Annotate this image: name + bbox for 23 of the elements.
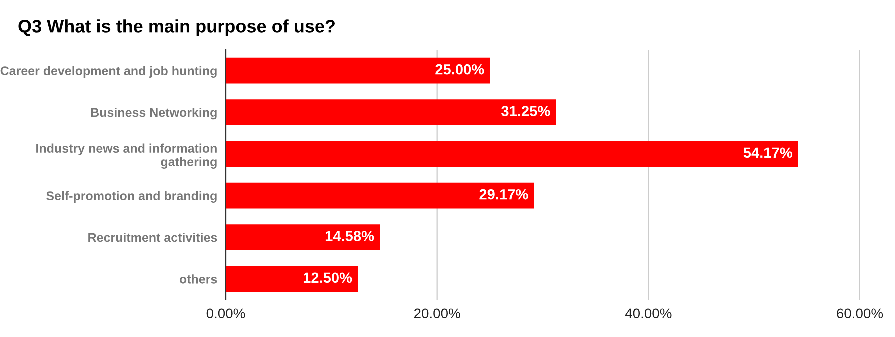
x-tick-label: 60.00% (837, 308, 884, 319)
x-tick-label: 20.00% (414, 308, 460, 319)
y-tick-label: Industry news and information gathering (36, 144, 217, 169)
bar (226, 58, 490, 84)
data-label: 25.00% (436, 64, 484, 75)
x-tick-label: 40.00% (625, 308, 672, 319)
data-label: 14.58% (326, 231, 374, 242)
data-label: 54.17% (744, 148, 792, 158)
y-tick-label: Self-promotion and branding (46, 191, 217, 204)
bar (226, 266, 358, 292)
bar (226, 182, 534, 209)
bar (226, 224, 380, 250)
chart-title: Q3 What is the main purpose of use? (18, 20, 335, 36)
y-tick-label: others (180, 274, 218, 284)
bar (226, 100, 556, 126)
x-tick-label: 0.00% (206, 308, 246, 319)
y-tick-label: Career development and job hunting (0, 66, 217, 78)
bar (226, 141, 798, 168)
data-label: 29.17% (480, 189, 528, 200)
data-label: 31.25% (502, 106, 550, 116)
y-tick-label: Recruitment activities (88, 232, 218, 242)
data-label: 12.50% (304, 272, 352, 284)
y-tick-label: Business Networking (91, 108, 217, 120)
